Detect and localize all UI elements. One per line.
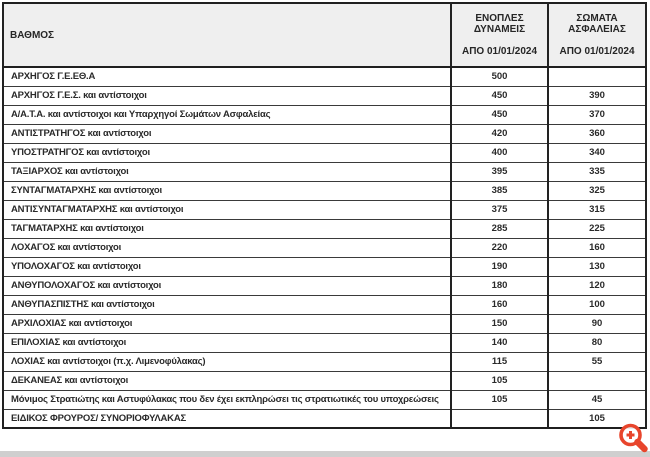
table-row: ΑΡΧΙΛΟΧΙΑΣ και αντίστοιχοι 150 90 <box>2 313 647 334</box>
rank-cell: ΑΝΘΥΠΟΛΟΧΑΓΟΣ και αντίστοιχοι <box>2 275 452 296</box>
table-row: ΛΟΧΑΓΟΣ και αντίστοιχοι 220 160 <box>2 237 647 258</box>
rank-cell: ΑΝΤΙΣΥΝΤΑΓΜΑΤΑΡΧΗΣ και αντίστοιχοι <box>2 199 452 220</box>
table-row: ΔΕΚΑΝΕΑΣ και αντίστοιχοι 105 <box>2 370 647 391</box>
armed-forces-value: 420 <box>450 123 549 144</box>
rank-cell: ΣΥΝΤΑΓΜΑΤΑΡΧΗΣ και αντίστοιχοι <box>2 180 452 201</box>
rank-cell: ΥΠΟΛΟΧΑΓΟΣ και αντίστοιχοι <box>2 256 452 277</box>
table-row: ΑΝΤΙΣΥΝΤΑΓΜΑΤΑΡΧΗΣ και αντίστοιχοι 375 315 <box>2 199 647 220</box>
table-row: ΑΡΧΗΓΟΣ Γ.Ε.Σ. και αντίστοιχοι 450 390 <box>2 85 647 106</box>
rank-cell: ΤΑΞΙΑΡΧΟΣ και αντίστοιχοι <box>2 161 452 182</box>
security-corps-value: 325 <box>547 180 647 201</box>
armed-forces-title-line1: ΕΝΟΠΛΕΣ <box>475 13 524 24</box>
security-corps-value: 55 <box>547 351 647 372</box>
armed-forces-title-line2: ΔΥΝΑΜΕΙΣ <box>473 24 526 35</box>
table-row: ΕΙΔΙΚΟΣ ΦΡΟΥΡΟΣ/ ΣΥΝΟΡΙΟΦΥΛΑΚΑΣ 105 <box>2 408 647 429</box>
rank-column-label: ΒΑΘΜΟΣ <box>10 29 55 41</box>
table-row: ΛΟΧΙΑΣ και αντίστοιχοι (π.χ. Λιμενοφύλακ… <box>2 351 647 372</box>
security-corps-value: 100 <box>547 294 647 315</box>
rank-cell: ΛΟΧΙΑΣ και αντίστοιχοι (π.χ. Λιμενοφύλακ… <box>2 351 452 372</box>
armed-forces-value: 180 <box>450 275 549 296</box>
table-row: ΑΝΤΙΣΤΡΑΤΗΓΟΣ και αντίστοιχοι 420 360 <box>2 123 647 144</box>
armed-forces-value: 375 <box>450 199 549 220</box>
security-corps-value: 130 <box>547 256 647 277</box>
table-row: ΤΑΞΙΑΡΧΟΣ και αντίστοιχοι 395 335 <box>2 161 647 182</box>
security-corps-title-line1: ΣΩΜΑΤΑ <box>576 13 618 24</box>
armed-forces-value: 160 <box>450 294 549 315</box>
header-rank-column: ΒΑΘΜΟΣ <box>2 3 452 68</box>
rank-cell: ΥΠΟΣΤΡΑΤΗΓΟΣ και αντίστοιχοι <box>2 142 452 163</box>
armed-forces-value: 385 <box>450 180 549 201</box>
security-corps-value: 80 <box>547 332 647 353</box>
rank-cell: ΑΝΤΙΣΤΡΑΤΗΓΟΣ και αντίστοιχοι <box>2 123 452 144</box>
security-corps-value: 90 <box>547 313 647 334</box>
table-row: ΥΠΟΣΤΡΑΤΗΓΟΣ και αντίστοιχοι 400 340 <box>2 142 647 163</box>
armed-forces-value: 220 <box>450 237 549 258</box>
table-row: ΥΠΟΛΟΧΑΓΟΣ και αντίστοιχοι 190 130 <box>2 256 647 277</box>
rank-cell: ΛΟΧΑΓΟΣ και αντίστοιχοι <box>2 237 452 258</box>
security-corps-value: 160 <box>547 237 647 258</box>
rank-cell: ΑΡΧΙΛΟΧΙΑΣ και αντίστοιχοι <box>2 313 452 334</box>
table-row: ΣΥΝΤΑΓΜΑΤΑΡΧΗΣ και αντίστοιχοι 385 325 <box>2 180 647 201</box>
rank-cell: ΑΡΧΗΓΟΣ Γ.Ε.Σ. και αντίστοιχοι <box>2 85 452 106</box>
armed-forces-value: 285 <box>450 218 549 239</box>
security-corps-value: 105 <box>547 408 647 429</box>
salary-table: ΒΑΘΜΟΣ ΕΝΟΠΛΕΣ ΔΥΝΑΜΕΙΣ ΑΠΟ 01/01/2024 Σ… <box>2 2 647 429</box>
armed-forces-value: 395 <box>450 161 549 182</box>
header-security-corps-column: ΣΩΜΑΤΑ ΑΣΦΑΛΕΙΑΣ ΑΠΟ 01/01/2024 <box>547 3 647 68</box>
rank-cell: ΕΙΔΙΚΟΣ ΦΡΟΥΡΟΣ/ ΣΥΝΟΡΙΟΦΥΛΑΚΑΣ <box>2 408 452 429</box>
security-corps-title-line2: ΑΣΦΑΛΕΙΑΣ <box>568 24 626 35</box>
security-corps-value: 45 <box>547 389 647 410</box>
rank-cell: ΑΝΘΥΠΑΣΠΙΣΤΗΣ και αντίστοιχοι <box>2 294 452 315</box>
rank-cell: ΕΠΙΛΟΧΙΑΣ και αντίστοιχοι <box>2 332 452 353</box>
table-body: ΑΡΧΗΓΟΣ Γ.Ε.ΕΘ.Α 500 ΑΡΧΗΓΟΣ Γ.Ε.Σ. και αν… <box>2 66 647 429</box>
rank-cell: ΤΑΓΜΑΤΑΡΧΗΣ και αντίστοιχοι <box>2 218 452 239</box>
armed-forces-value: 450 <box>450 104 549 125</box>
armed-forces-value: 150 <box>450 313 549 334</box>
armed-forces-value: 115 <box>450 351 549 372</box>
magnifier-plus-icon <box>617 423 650 457</box>
armed-forces-value: 105 <box>450 370 549 391</box>
armed-forces-value: 400 <box>450 142 549 163</box>
armed-forces-effective-date: ΑΠΟ 01/01/2024 <box>461 46 538 57</box>
bottom-gray-strip <box>0 451 650 457</box>
armed-forces-value: 105 <box>450 389 549 410</box>
security-corps-value: 360 <box>547 123 647 144</box>
security-corps-value: 315 <box>547 199 647 220</box>
security-corps-value: 340 <box>547 142 647 163</box>
table-row: Α/Α.Τ.Α. και αντίστοιχοι και Υπαρχηγοί Σ… <box>2 104 647 125</box>
armed-forces-value <box>450 408 549 429</box>
image-zoom-button[interactable] <box>617 422 650 455</box>
header-armed-forces-column: ΕΝΟΠΛΕΣ ΔΥΝΑΜΕΙΣ ΑΠΟ 01/01/2024 <box>450 3 549 68</box>
security-corps-value <box>547 370 647 391</box>
table-row: ΑΝΘΥΠΑΣΠΙΣΤΗΣ και αντίστοιχοι 160 100 <box>2 294 647 315</box>
table-header: ΒΑΘΜΟΣ ΕΝΟΠΛΕΣ ΔΥΝΑΜΕΙΣ ΑΠΟ 01/01/2024 Σ… <box>2 3 647 68</box>
table-row: ΤΑΓΜΑΤΑΡΧΗΣ και αντίστοιχοι 285 225 <box>2 218 647 239</box>
security-corps-value: 225 <box>547 218 647 239</box>
table-row: ΕΠΙΛΟΧΙΑΣ και αντίστοιχοι 140 80 <box>2 332 647 353</box>
table-row: Μόνιμος Στρατιώτης και Αστυφύλακας που δ… <box>2 389 647 410</box>
rank-cell: Α/Α.Τ.Α. και αντίστοιχοι και Υπαρχηγοί Σ… <box>2 104 452 125</box>
security-corps-value: 120 <box>547 275 647 296</box>
rank-cell: ΔΕΚΑΝΕΑΣ και αντίστοιχοι <box>2 370 452 391</box>
security-corps-value: 370 <box>547 104 647 125</box>
security-corps-value: 390 <box>547 85 647 106</box>
armed-forces-value: 450 <box>450 85 549 106</box>
table-row: ΑΝΘΥΠΟΛΟΧΑΓΟΣ και αντίστοιχοι 180 120 <box>2 275 647 296</box>
salary-table-container: ΒΑΘΜΟΣ ΕΝΟΠΛΕΣ ΔΥΝΑΜΕΙΣ ΑΠΟ 01/01/2024 Σ… <box>2 2 647 429</box>
security-corps-value: 335 <box>547 161 647 182</box>
armed-forces-value: 190 <box>450 256 549 277</box>
rank-cell: Μόνιμος Στρατιώτης και Αστυφύλακας που δ… <box>2 389 452 410</box>
rank-cell: ΑΡΧΗΓΟΣ Γ.Ε.ΕΘ.Α <box>2 66 452 87</box>
armed-forces-value: 500 <box>450 66 549 87</box>
security-corps-effective-date: ΑΠΟ 01/01/2024 <box>559 46 635 57</box>
security-corps-value <box>547 66 647 87</box>
armed-forces-value: 140 <box>450 332 549 353</box>
table-row: ΑΡΧΗΓΟΣ Γ.Ε.ΕΘ.Α 500 <box>2 66 647 87</box>
header-row: ΒΑΘΜΟΣ ΕΝΟΠΛΕΣ ΔΥΝΑΜΕΙΣ ΑΠΟ 01/01/2024 Σ… <box>2 3 647 68</box>
